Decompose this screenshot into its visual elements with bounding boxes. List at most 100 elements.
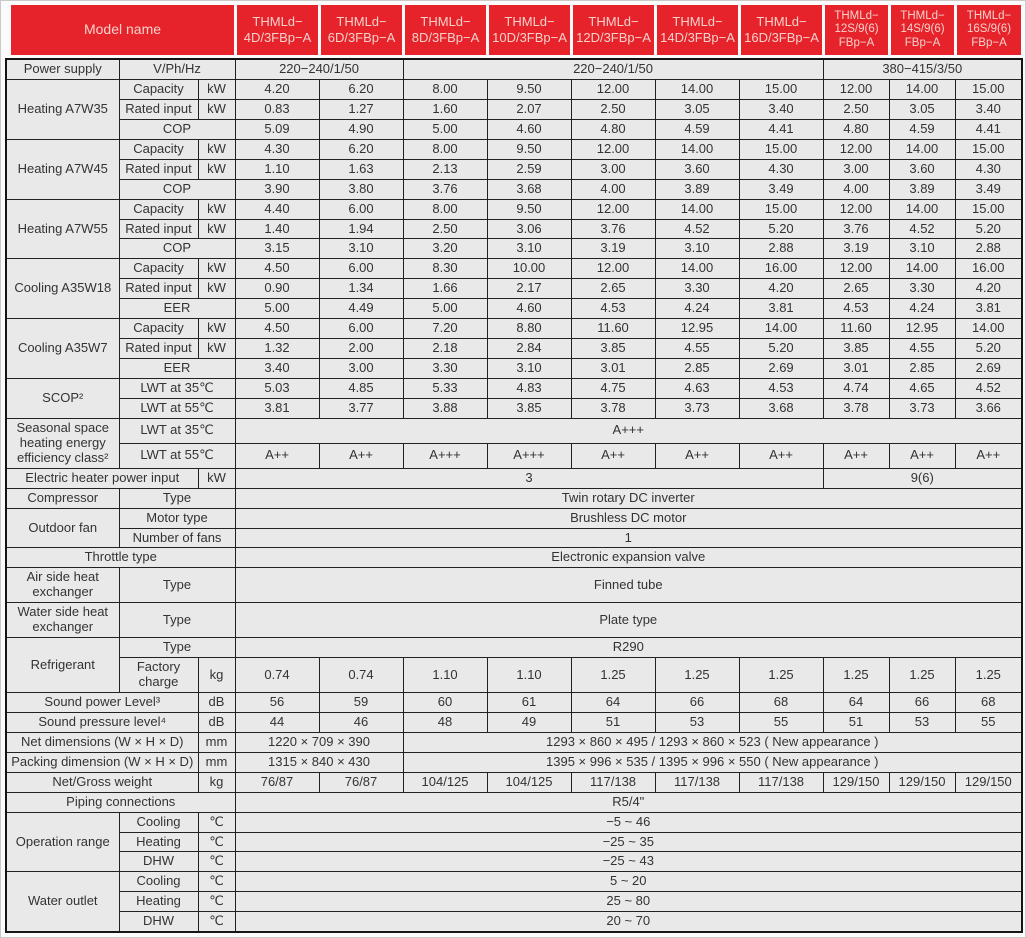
spec-value: 61 [486,691,572,713]
spec-value: 2.07 [486,98,572,120]
spec-value: 11.60 [822,318,890,340]
spec-value: 4.30 [954,158,1023,180]
spec-value: 380−415/3/50 [822,58,1023,80]
table-row: Number of fans 1 [6,527,1023,549]
row-label: Heating A7W45 [5,138,120,200]
spec-value: 4.80 [822,118,890,140]
spec-value: 1.25 [888,657,956,693]
row-label: Outdoor fan [5,507,120,549]
spec-value: 53 [654,711,740,733]
spec-value: 3.00 [318,358,404,379]
row-label: Water outlet [5,871,120,933]
unit-label: kW [197,278,236,300]
spec-value: 56 [234,691,320,713]
spec-value: 4.63 [654,378,740,399]
spec-value: 46 [318,711,404,733]
spec-value: Electronic expansion valve [234,547,1023,569]
row-label: Type [118,567,236,604]
row-label: Capacity [118,198,199,220]
spec-value: 3.60 [888,158,956,180]
unit-label: mm [197,731,236,753]
spec-value: 4.59 [654,118,740,140]
spec-value: 64 [570,691,656,713]
spec-value: 4.20 [738,278,824,300]
spec-value: 4.30 [234,138,320,160]
spec-value: 3.10 [888,238,956,260]
spec-value: 5.09 [234,118,320,140]
spec-value: 20 ~ 70 [234,911,1023,933]
spec-value: 12.00 [570,138,656,160]
spec-value: 14.00 [738,318,824,340]
spec-value: 1.10 [234,158,320,180]
spec-value: 3.00 [822,158,890,180]
row-label: Sound power Level³ [5,691,199,713]
spec-value: 2.69 [954,358,1023,379]
spec-value: 4.24 [888,298,956,320]
spec-value: 0.74 [234,657,320,693]
row-label: Cooling [118,871,199,893]
spec-value: 1.66 [402,278,488,300]
spec-value: 49 [486,711,572,733]
spec-value: 53 [888,711,956,733]
spec-value: −25 ~ 43 [234,851,1023,873]
spec-value: 104/125 [402,771,488,793]
row-label: Rated input [118,158,199,180]
spec-value: 3.78 [570,397,656,419]
table-row: Throttle type Electronic expansion valve [5,547,1023,569]
spec-value: 66 [654,691,740,713]
spec-value: 1 [234,527,1023,549]
spec-value: 12.00 [822,198,890,220]
spec-value: 76/87 [318,771,404,793]
table-row: Air side heat exchanger Type Finned tube [5,567,1023,604]
spec-value: 3.89 [888,178,956,200]
spec-value: 51 [570,711,656,733]
spec-value: 14.00 [888,78,956,100]
spec-value: 1.25 [954,657,1023,693]
spec-value: 51 [822,711,890,733]
spec-value: 14.00 [888,138,956,160]
spec-value: 3.20 [402,238,488,260]
spec-value: 3.15 [234,238,320,260]
spec-value: 4.50 [234,318,320,340]
row-label: LWT at 55℃ [118,442,236,469]
row-label: LWT at 35℃ [118,417,236,444]
spec-value: 48 [402,711,488,733]
spec-value: 4.40 [234,198,320,220]
spec-value: 3.81 [234,397,320,419]
spec-value: 2.85 [654,358,740,379]
spec-value: 14.00 [654,258,740,280]
unit-label: dB [197,691,236,713]
spec-value: 3.10 [318,238,404,260]
spec-value: 3.01 [570,358,656,379]
spec-value: A++ [888,442,956,469]
spec-value: 3.40 [234,358,320,379]
spec-value: 2.18 [402,338,488,360]
spec-value: 9(6) [822,467,1023,489]
spec-value: 3.88 [402,397,488,419]
spec-value: A+++ [234,417,1023,444]
spec-table: Power supply V/Ph/Hz 220−240/1/50 220−240/1… [5,58,1024,934]
spec-value: 2.50 [402,218,488,240]
row-label: COP [118,118,236,140]
spec-value: 3.05 [654,98,740,120]
spec-value: 3.76 [570,218,656,240]
spec-value: 0.90 [234,278,320,300]
spec-value: A++ [318,442,404,469]
spec-value: 3.76 [402,178,488,200]
spec-value: 14.00 [654,78,740,100]
spec-value: 14.00 [654,138,740,160]
model-name-label: Model name [5,5,235,55]
table-row: COP 5.09 4.90 5.00 4.60 4.80 4.59 4.41 4.80 4.59 4… [6,118,1023,140]
spec-value: 2.65 [822,278,890,300]
row-label: COP [118,238,236,260]
unit-label: kW [197,198,236,220]
spec-value: 5.00 [234,298,320,320]
spec-value: 1315 × 840 × 430 [234,751,404,773]
spec-value: 3.01 [822,358,890,379]
table-row: LWT at 55℃ A++ A++ A+++ A+++ A++ A++ A++ A++ A++ A… [6,442,1023,469]
spec-value: 3.78 [822,397,890,419]
row-label: Throttle type [5,547,236,569]
spec-value: 4.83 [486,378,572,399]
spec-value: 1.32 [234,338,320,360]
spec-value: R5/4" [234,791,1023,813]
